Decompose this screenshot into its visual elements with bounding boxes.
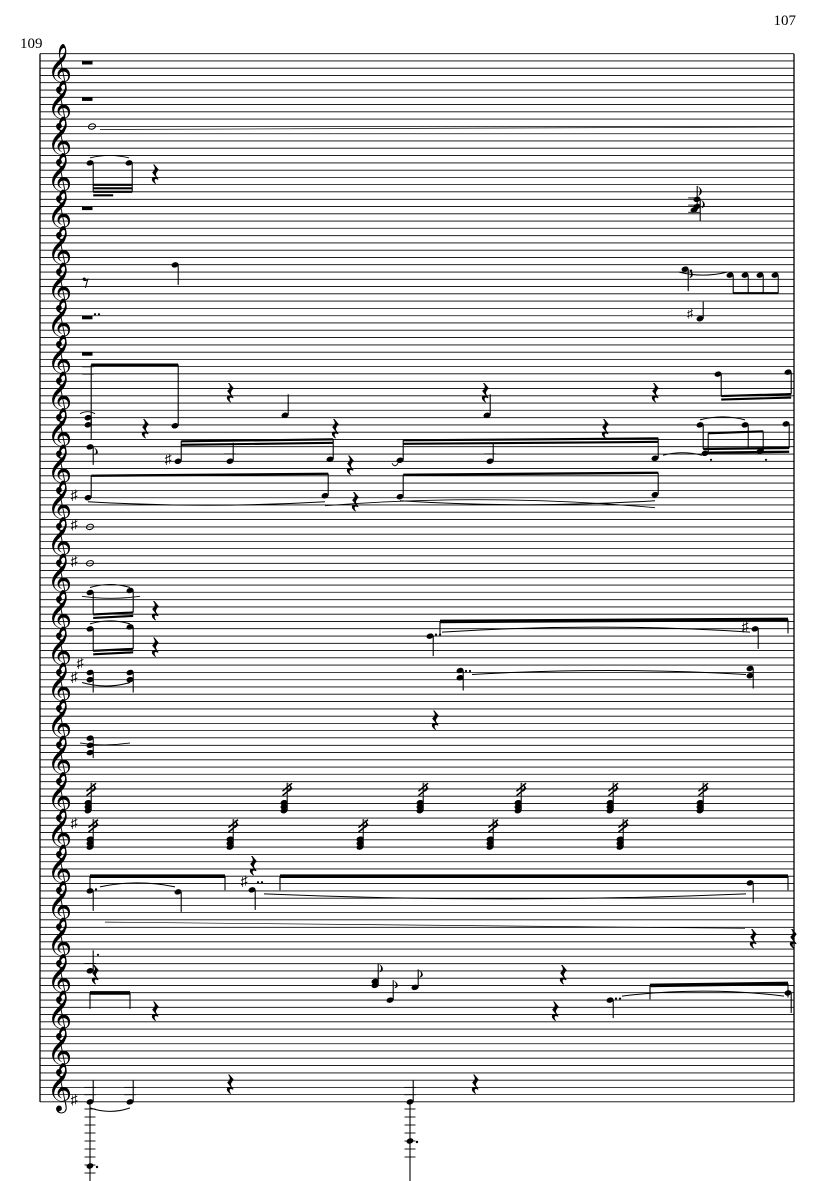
svg-text:𝄽: 𝄽 bbox=[150, 158, 160, 194]
svg-text:𝄽: 𝄽 bbox=[430, 704, 440, 740]
svg-text:♯: ♯ bbox=[71, 518, 79, 533]
svg-text:𝄽: 𝄽 bbox=[225, 1068, 235, 1104]
svg-text:♯: ♯ bbox=[77, 656, 85, 671]
svg-text:𝄽: 𝄽 bbox=[550, 995, 560, 1031]
svg-text:𝄽: 𝄽 bbox=[225, 376, 235, 412]
svg-text:♯: ♯ bbox=[71, 816, 79, 831]
svg-text:𝄽: 𝄽 bbox=[650, 376, 660, 412]
svg-text:𝄽: 𝄽 bbox=[748, 922, 758, 958]
svg-text:𝄽: 𝄽 bbox=[90, 959, 100, 995]
svg-text:♯: ♯ bbox=[71, 1093, 79, 1108]
svg-text:♯: ♯ bbox=[687, 307, 693, 321]
svg-text:𝄽: 𝄽 bbox=[788, 922, 798, 958]
svg-text:𝄽: 𝄽 bbox=[140, 413, 150, 449]
svg-text:♯: ♯ bbox=[71, 554, 79, 569]
svg-text:♯: ♯ bbox=[742, 620, 750, 635]
svg-text:𝄽: 𝄽 bbox=[480, 376, 490, 412]
svg-text:♯: ♯ bbox=[165, 452, 173, 467]
svg-text:𝄽: 𝄽 bbox=[150, 595, 160, 631]
svg-text:𝄽: 𝄽 bbox=[150, 995, 160, 1031]
svg-text:𝄞: 𝄞 bbox=[47, 1063, 72, 1114]
svg-text:𝄾: 𝄾 bbox=[82, 269, 89, 300]
svg-text:♯: ♯ bbox=[71, 671, 79, 686]
svg-text:♯: ♯ bbox=[241, 875, 249, 890]
svg-text:𝄽: 𝄽 bbox=[150, 631, 160, 667]
svg-text:𝄽: 𝄽 bbox=[558, 959, 568, 995]
svg-text:𝄽: 𝄽 bbox=[248, 850, 258, 886]
svg-text:𝄽: 𝄽 bbox=[470, 1068, 480, 1104]
svg-text:♯: ♯ bbox=[71, 489, 79, 504]
svg-text:𝄽: 𝄽 bbox=[345, 449, 355, 485]
